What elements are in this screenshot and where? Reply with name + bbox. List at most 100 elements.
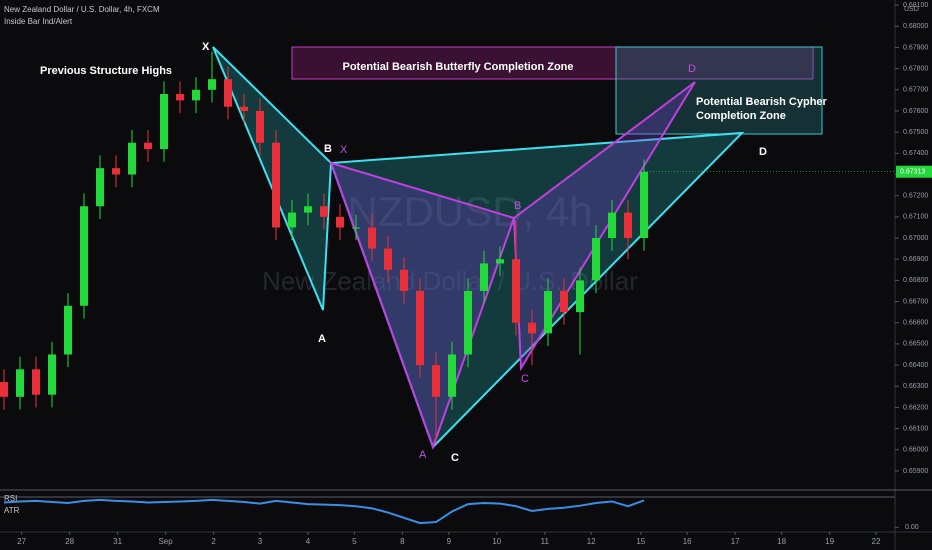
watermark: NZDUSD, 4h <box>347 188 592 235</box>
candle-body <box>352 227 360 229</box>
y-tick-label: 0.67100 <box>903 214 928 221</box>
last-price-label: 0.67313 <box>900 169 925 176</box>
point-label: C <box>521 373 529 385</box>
y-tick-label: 0.67800 <box>903 65 928 72</box>
candle-body <box>320 206 328 217</box>
candle-body <box>0 382 8 397</box>
currency-label: USD <box>904 6 919 13</box>
candle-body <box>288 212 296 228</box>
y-tick-label: 0.65900 <box>903 468 928 475</box>
x-tick-label: 10 <box>492 537 501 546</box>
x-tick-label: 17 <box>731 537 740 546</box>
x-tick-label: 8 <box>400 537 405 546</box>
candle-body <box>592 238 600 281</box>
y-tick-label: 0.67400 <box>903 150 928 157</box>
x-tick-label: 18 <box>777 537 786 546</box>
annotation: Potential Bearish Cypher <box>696 96 828 108</box>
y-tick-label: 0.67200 <box>903 193 928 200</box>
candle-body <box>624 212 632 239</box>
candle-body <box>432 365 440 397</box>
point-label: A <box>318 333 326 345</box>
x-tick-label: 16 <box>683 537 692 546</box>
candle-body <box>416 290 424 366</box>
candle-body <box>240 106 248 111</box>
y-tick-label: 0.66800 <box>903 277 928 284</box>
candle-body <box>384 248 392 270</box>
y-tick-label: 0.66500 <box>903 341 928 348</box>
candle-body <box>304 206 312 213</box>
annotation: Completion Zone <box>696 110 786 122</box>
candle-body <box>528 322 536 334</box>
y-tick-label: 0.67000 <box>903 235 928 242</box>
x-tick-label: 22 <box>872 537 881 546</box>
last-price-box <box>896 165 932 178</box>
x-tick-label: 28 <box>65 537 74 546</box>
indicator-tick-label: 0.00 <box>905 524 919 531</box>
candle-body <box>192 89 200 101</box>
x-tick-label: 4 <box>306 537 311 546</box>
candles <box>0 51 648 444</box>
candle-body <box>48 354 56 395</box>
x-tick-label: Sep <box>158 537 173 546</box>
point-label: A <box>419 449 427 461</box>
candle-body <box>16 369 24 397</box>
y-tick-label: 0.67700 <box>903 87 928 94</box>
point-label: B <box>324 143 332 155</box>
candle-body <box>128 142 136 175</box>
y-tick-label: 0.66700 <box>903 298 928 305</box>
y-tick-label: 0.68100 <box>903 2 928 9</box>
x-tick-label: 27 <box>17 537 26 546</box>
candle-body <box>256 110 264 143</box>
y-tick-label: 0.66000 <box>903 447 928 454</box>
x-tick-label: 5 <box>352 537 357 546</box>
x-tick-label: 12 <box>587 537 596 546</box>
y-tick-label: 0.67500 <box>903 129 928 136</box>
x-tick-label: 19 <box>825 537 834 546</box>
y-tick-label: 0.66300 <box>903 383 928 390</box>
candle-body <box>208 79 216 90</box>
candle-body <box>176 94 184 101</box>
candle-body <box>544 290 552 334</box>
y-tick-label: 0.66200 <box>903 404 928 411</box>
x-tick-label: 15 <box>636 537 645 546</box>
y-tick-label: 0.66600 <box>903 320 928 327</box>
y-tick-label: 0.66400 <box>903 362 928 369</box>
candle-body <box>400 269 408 291</box>
y-tick-label: 0.68000 <box>903 23 928 30</box>
cypher-zone <box>615 46 823 135</box>
candle-body <box>224 79 232 107</box>
butterfly-bcd <box>512 81 696 372</box>
candle-body <box>112 168 120 175</box>
chart-title: New Zealand Dollar / U.S. Dollar, 4h, FX… <box>4 5 160 14</box>
candle-body <box>272 142 280 228</box>
candle-body <box>144 142 152 150</box>
candle-body <box>96 168 104 207</box>
candle-body <box>608 212 616 239</box>
point-label: D <box>759 146 767 158</box>
annotation: Potential Bearish Butterfly Completion Z… <box>342 61 573 73</box>
y-tick-label: 0.66100 <box>903 425 928 432</box>
indicator-label: ATR <box>4 506 20 515</box>
point-label: C <box>451 452 459 464</box>
x-tick-label: 31 <box>113 537 122 546</box>
candle-body <box>512 259 520 323</box>
candle-body <box>368 227 376 249</box>
point-label: B <box>514 200 521 212</box>
candle-body <box>32 369 40 395</box>
candle-body <box>464 290 472 355</box>
y-tick-label: 0.67900 <box>903 44 928 51</box>
candle-body <box>496 259 504 264</box>
indicator-line <box>3 498 645 525</box>
candle-body <box>80 206 88 306</box>
x-tick-label: 3 <box>258 537 263 546</box>
candle-body <box>480 263 488 291</box>
candle-body <box>448 354 456 397</box>
annotation: Previous Structure Highs <box>40 65 172 77</box>
candle-body <box>576 280 584 313</box>
candle-body <box>640 171 648 239</box>
x-tick-label: 2 <box>211 537 216 546</box>
x-tick-label: 9 <box>447 537 452 546</box>
candle-body <box>336 216 344 228</box>
